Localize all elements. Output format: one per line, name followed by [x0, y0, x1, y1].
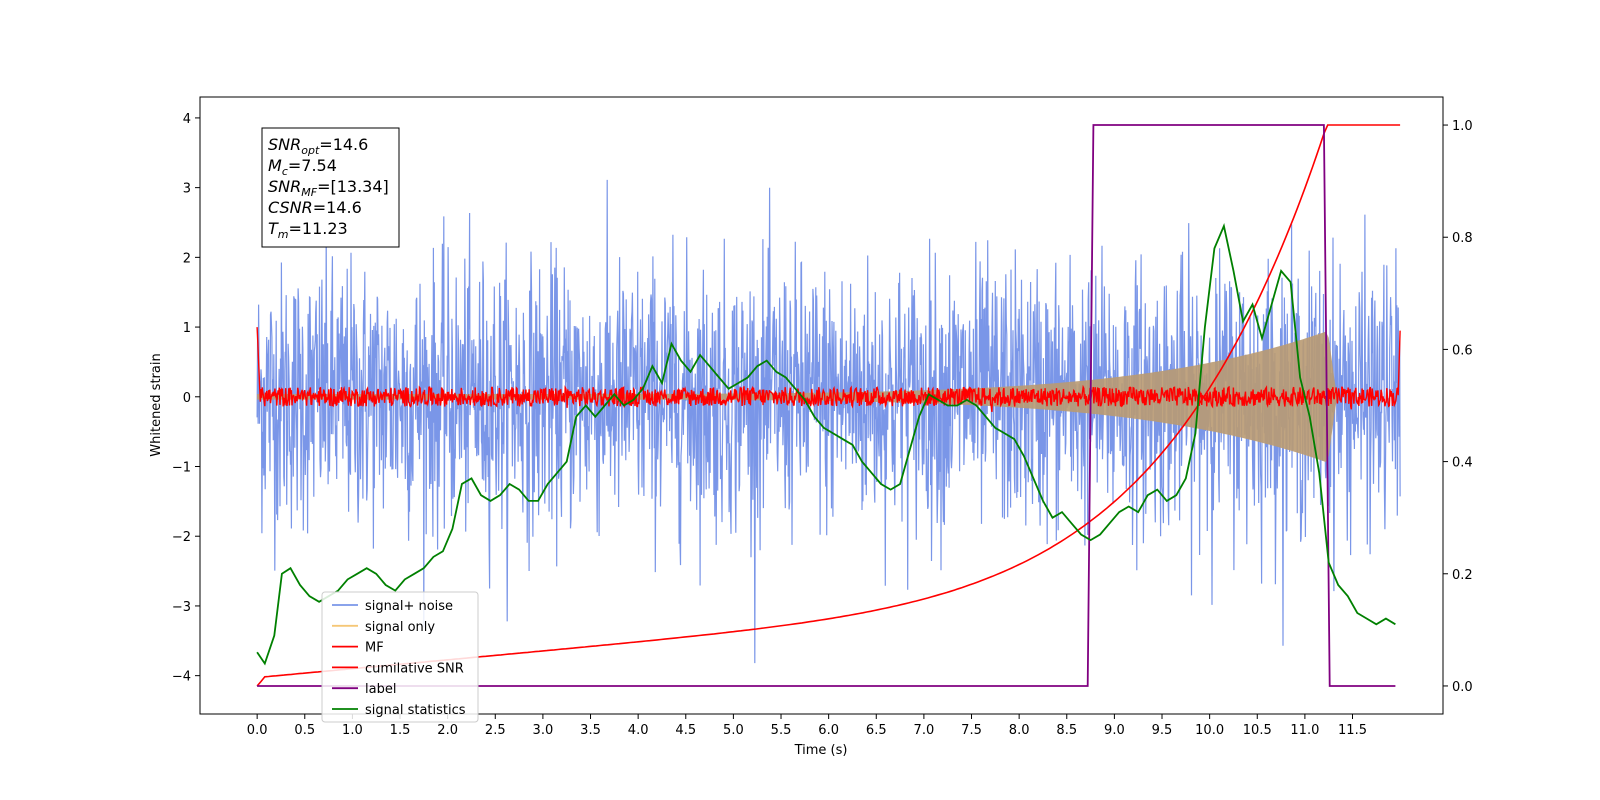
annotation-line: Mc=7.54: [268, 156, 337, 178]
x-tick-label: 0.0: [247, 723, 268, 738]
x-tick-label: 7.5: [961, 723, 982, 738]
legend-entry: MF: [365, 641, 384, 656]
y-tick-label: −4: [172, 670, 191, 685]
y-tick-label: 3: [183, 182, 191, 197]
x-tick-label: 7.0: [914, 723, 935, 738]
annotation-frame: [261, 127, 400, 248]
y-tick-label: 2: [183, 251, 191, 266]
x-tick-label: 9.0: [1104, 723, 1125, 738]
x-tick-label: 8.5: [1056, 723, 1077, 738]
x-tick-label: 2.5: [485, 723, 506, 738]
legend: signal+ noise signal only MF cumilative SNR…: [321, 591, 479, 723]
y-right-tick-label: 0.0: [1452, 680, 1473, 695]
y-axis-left: 4 3 2 1 0 −1 −2 −3 −4: [172, 112, 200, 685]
x-tick-label: 4.0: [628, 723, 649, 738]
annotation-line: SNRMF=[13.34]: [268, 177, 389, 199]
mf-line: [256, 327, 1401, 412]
y-right-tick-label: 1.0: [1452, 119, 1473, 134]
y-right-tick-label: 0.2: [1452, 568, 1473, 583]
x-tick-label: 11.0: [1290, 723, 1319, 738]
annotation-line: CSNR=14.6: [268, 198, 362, 217]
x-tick-label: 10.0: [1195, 723, 1224, 738]
legend-frame: [321, 591, 479, 723]
annotation-line: SNRopt=14.6: [268, 135, 368, 157]
x-tick-label: 2.0: [437, 723, 458, 738]
legend-entry: cumilative SNR: [365, 661, 464, 676]
x-tick-label: 4.5: [675, 723, 696, 738]
y-tick-label: −1: [172, 461, 191, 476]
annotation-line: Tm=11.23: [268, 219, 348, 241]
legend-entry: label: [365, 682, 396, 697]
x-tick-label: 0.5: [294, 723, 315, 738]
x-tick-label: 1.5: [390, 723, 411, 738]
y-tick-label: 4: [183, 112, 191, 127]
x-tick-label: 6.0: [818, 723, 839, 738]
label-line: [257, 124, 1396, 687]
y-tick-label: −3: [172, 600, 191, 615]
mf-series: [256, 327, 1401, 412]
signal-statistics-line: [256, 223, 1396, 666]
annotation-box: SNRopt=14.6Mc=7.54SNRMF=[13.34]CSNR=14.6…: [261, 127, 400, 248]
y-tick-label: −2: [172, 530, 191, 545]
legend-entry: signal+ noise: [365, 599, 453, 614]
label-series: [257, 124, 1396, 687]
x-tick-label: 1.0: [342, 723, 363, 738]
y-axis-label: Whitened strain: [149, 353, 164, 456]
y-tick-label: 1: [183, 321, 191, 336]
x-tick-label: 10.5: [1243, 723, 1272, 738]
plot-frame: [199, 96, 1444, 715]
y-right-tick-label: 0.4: [1452, 456, 1473, 471]
y-right-tick-label: 0.8: [1452, 231, 1473, 246]
x-tick-label: 5.0: [723, 723, 744, 738]
x-tick-label: 6.5: [866, 723, 887, 738]
y-tick-label: 0: [183, 391, 191, 406]
y-axis-right: 1.0 0.8 0.6 0.4 0.2 0.0: [1443, 119, 1473, 695]
x-tick-label: 5.5: [771, 723, 792, 738]
x-tick-label: 9.5: [1152, 723, 1173, 738]
signal-statistics-series: [256, 223, 1396, 666]
y-right-tick-label: 0.6: [1452, 343, 1473, 358]
x-axis-label: Time (s): [794, 743, 848, 758]
x-tick-label: 3.5: [580, 723, 601, 738]
legend-entry: signal statistics: [365, 703, 466, 718]
x-tick-label: 8.0: [1009, 723, 1030, 738]
x-axis: 0.0 0.5 1.0 1.5 2.0 2.5 3.0 3.5 4.0 4.5 5.0 5.5 6.0 6…: [247, 714, 1367, 738]
x-tick-label: 3.0: [533, 723, 554, 738]
legend-entry: signal only: [365, 620, 435, 635]
x-tick-label: 11.5: [1338, 723, 1367, 738]
